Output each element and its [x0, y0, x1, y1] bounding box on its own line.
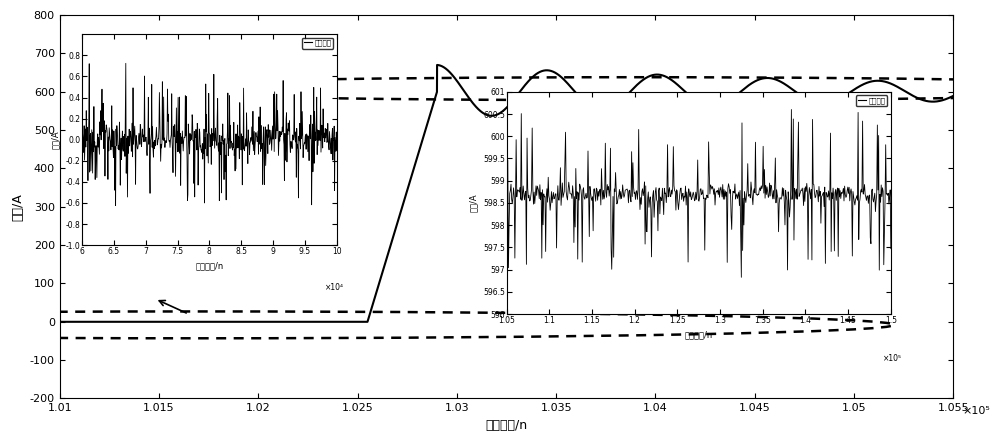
X-axis label: 采样点数/n: 采样点数/n [485, 419, 528, 432]
Text: ×10⁵: ×10⁵ [962, 406, 990, 416]
Y-axis label: 幅値/A: 幅値/A [11, 193, 24, 221]
